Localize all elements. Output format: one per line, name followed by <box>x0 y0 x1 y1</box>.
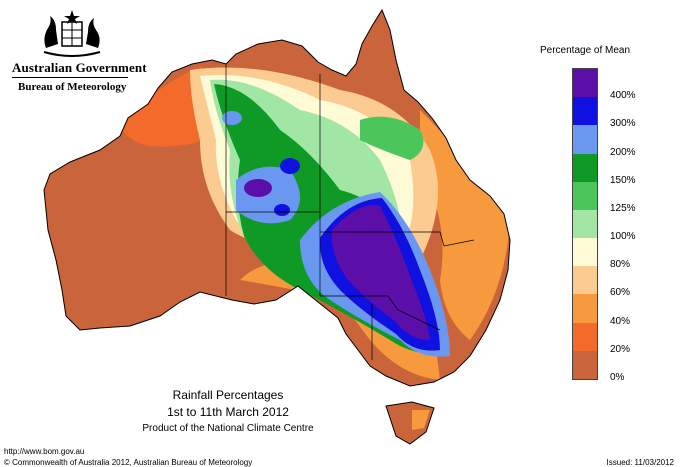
zone-blue-northwest <box>222 111 242 125</box>
legend-label: 125% <box>610 202 636 214</box>
legend-swatch <box>573 125 597 154</box>
legend-label: 150% <box>610 174 636 186</box>
issued-date: Issued: 11/03/2012 <box>606 458 674 467</box>
legend-swatch <box>573 97 597 126</box>
legend-swatch <box>573 322 597 351</box>
state-borders <box>225 64 475 360</box>
zone-blue-north <box>280 158 300 174</box>
legend-label: 400% <box>610 90 636 102</box>
legend-title: Percentage of Mean <box>540 45 631 56</box>
legend-swatch <box>573 69 597 98</box>
zone-light-blue-north <box>236 166 300 224</box>
legend-label: 200% <box>610 146 636 158</box>
coat-of-arms-icon <box>43 10 101 57</box>
map-period: 1st to 11th March 2012 <box>167 405 289 419</box>
legend-swatch <box>573 266 597 295</box>
legend-color-bar <box>572 68 598 380</box>
legend-label: 300% <box>610 118 636 130</box>
legend-swatch <box>573 181 597 210</box>
legend-label: 40% <box>610 315 631 327</box>
legend-label: 80% <box>610 259 631 271</box>
bureau-name: Bureau of Meteorology <box>18 81 127 93</box>
legend-label: 0% <box>610 372 625 383</box>
government-name: Australian Government <box>12 60 147 75</box>
legend-label: 20% <box>610 343 631 355</box>
tasmania <box>385 401 435 445</box>
zone-blue-small <box>274 204 290 216</box>
legend-swatch <box>573 350 597 379</box>
map-title: Rainfall Percentages <box>172 388 284 402</box>
zone-purple-north <box>244 179 272 197</box>
legend-swatch <box>573 209 597 239</box>
zone-coast-east <box>420 110 510 340</box>
tasmania-east <box>412 410 430 430</box>
map-credit: Product of the National Climate Centre <box>142 423 314 434</box>
zone-purple <box>331 205 430 340</box>
legend-label: 100% <box>610 231 636 243</box>
website-link[interactable]: http://www.bom.gov.au <box>4 447 85 456</box>
legend-swatch <box>573 153 597 182</box>
header-rule <box>12 77 128 78</box>
legend-label: 60% <box>610 287 631 299</box>
australia-coastline <box>43 8 511 387</box>
copyright-notice: © Commonwealth of Australia 2012, Austra… <box>4 458 253 467</box>
zone-green-northeast <box>360 116 424 160</box>
legend-swatch <box>573 238 597 267</box>
legend-swatch <box>573 294 597 323</box>
